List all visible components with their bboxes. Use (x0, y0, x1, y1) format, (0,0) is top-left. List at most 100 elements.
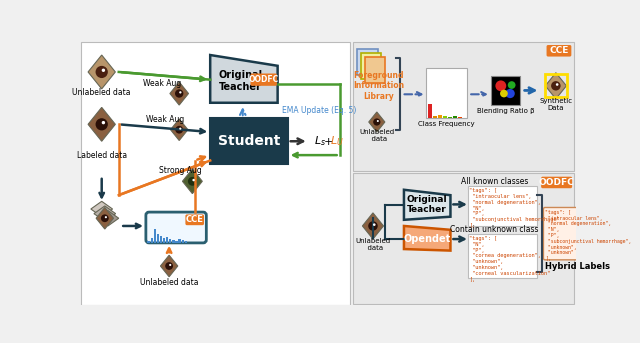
Polygon shape (91, 201, 113, 217)
Circle shape (551, 81, 561, 91)
Bar (163, 238, 165, 243)
Bar (172, 240, 175, 243)
Circle shape (102, 121, 105, 124)
Bar (458, 117, 462, 118)
Circle shape (495, 80, 506, 91)
Bar (453, 116, 457, 118)
Circle shape (101, 214, 109, 222)
Text: Unlabeled
  data: Unlabeled data (359, 129, 394, 142)
Bar (433, 116, 437, 118)
FancyBboxPatch shape (250, 73, 277, 86)
Text: $+$: $+$ (323, 136, 333, 147)
Polygon shape (210, 55, 278, 103)
Circle shape (193, 179, 195, 181)
Text: Hybrid Labels: Hybrid Labels (545, 262, 610, 271)
Bar (157, 234, 159, 243)
Text: EMA Update (Eq. 5): EMA Update (Eq. 5) (282, 106, 356, 115)
Circle shape (165, 262, 173, 270)
Bar (443, 116, 447, 118)
FancyBboxPatch shape (541, 177, 572, 188)
Text: Unlabeled
  data: Unlabeled data (355, 238, 390, 251)
Bar (545, 74, 566, 97)
FancyBboxPatch shape (543, 208, 612, 260)
Bar (448, 117, 452, 118)
Bar (169, 239, 172, 243)
Text: "tags": [
 "intraocular lens",
 "normal degeneration",
 "N",
 "P",
 "subconjunct: "tags": [ "intraocular lens", "normal de… (469, 188, 559, 228)
Text: OODFC: OODFC (539, 178, 575, 187)
Polygon shape (545, 73, 566, 99)
Polygon shape (88, 107, 115, 141)
Polygon shape (404, 190, 451, 220)
Circle shape (188, 177, 197, 186)
Text: Labeled data: Labeled data (77, 151, 127, 159)
Circle shape (373, 118, 380, 126)
Circle shape (175, 126, 183, 133)
Polygon shape (404, 226, 451, 251)
Polygon shape (161, 255, 178, 277)
Text: CCE: CCE (549, 46, 568, 55)
Bar (182, 240, 184, 243)
Text: Foreground
Information
Library: Foreground Information Library (353, 71, 404, 101)
Bar (467, 186, 537, 226)
Bar (166, 237, 168, 243)
Bar (438, 115, 442, 118)
FancyBboxPatch shape (186, 214, 204, 225)
Polygon shape (182, 169, 202, 193)
Text: $L_U$: $L_U$ (330, 134, 343, 148)
Bar (160, 236, 162, 243)
Bar (358, 49, 378, 75)
Circle shape (377, 120, 379, 122)
Circle shape (556, 83, 559, 86)
Bar (81, 42, 349, 305)
Text: Original
Teacher: Original Teacher (407, 195, 447, 214)
FancyBboxPatch shape (547, 45, 572, 57)
Bar (150, 237, 153, 243)
Circle shape (179, 91, 182, 94)
Bar (365, 57, 385, 83)
Text: "tags": [
 "intraocular lens",
 "normal degeneration",
 "N",
 "P",
 "subconjunct: "tags": [ "intraocular lens", "normal de… (545, 210, 631, 261)
Circle shape (105, 216, 107, 218)
Circle shape (95, 66, 108, 78)
Circle shape (169, 264, 172, 266)
Circle shape (95, 118, 108, 130)
Text: Weak Aug: Weak Aug (143, 79, 181, 88)
Text: Strong Aug: Strong Aug (159, 166, 202, 175)
Text: Student: Student (218, 134, 280, 148)
Polygon shape (369, 112, 385, 132)
Circle shape (102, 69, 105, 72)
Circle shape (179, 128, 181, 130)
Text: Weak Aug: Weak Aug (146, 115, 184, 124)
Bar (175, 240, 178, 243)
Text: "tags": [
 "N",
 "P",
 "cornea degeneration",
 "unknown",
 "unknown",
 "corneal : "tags": [ "N", "P", "cornea degeneration… (469, 236, 550, 282)
Circle shape (508, 81, 516, 89)
Circle shape (506, 89, 515, 98)
Text: Blending Ratio β: Blending Ratio β (477, 108, 534, 114)
Text: Class Frequency: Class Frequency (419, 121, 475, 127)
Circle shape (500, 90, 508, 97)
Text: Synthetic
Data: Synthetic Data (540, 98, 572, 111)
Bar (353, 173, 575, 304)
Bar (491, 76, 520, 105)
Bar (362, 53, 381, 79)
Polygon shape (97, 211, 119, 226)
Text: Unlabeled data: Unlabeled data (140, 278, 198, 287)
Polygon shape (170, 119, 188, 141)
Polygon shape (170, 82, 189, 105)
Bar (353, 42, 575, 171)
Text: OODFC: OODFC (248, 75, 279, 84)
Bar (184, 240, 187, 243)
Circle shape (175, 90, 184, 98)
Circle shape (368, 221, 378, 231)
Text: $L_s$: $L_s$ (314, 134, 326, 148)
Bar (179, 239, 180, 243)
Text: Original
Teacher: Original Teacher (218, 70, 262, 92)
Polygon shape (88, 55, 115, 89)
Polygon shape (362, 213, 383, 239)
Text: Contain unknown class: Contain unknown class (451, 225, 539, 234)
Circle shape (373, 223, 376, 226)
Text: Unlabeled data: Unlabeled data (72, 88, 131, 97)
Text: All known classes: All known classes (461, 177, 528, 186)
FancyBboxPatch shape (146, 212, 206, 243)
Text: CCE: CCE (186, 215, 204, 224)
Bar (154, 229, 156, 243)
